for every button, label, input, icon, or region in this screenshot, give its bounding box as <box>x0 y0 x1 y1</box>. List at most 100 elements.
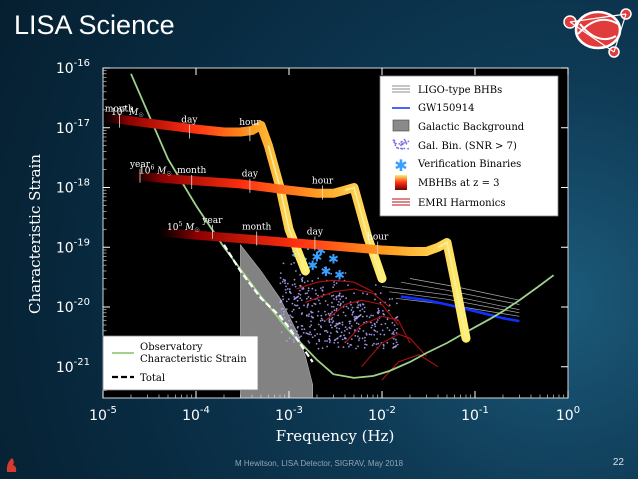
galactic-binaries-cloud <box>279 254 399 350</box>
galactic-binary-point <box>353 316 356 318</box>
galactic-binary-point <box>298 307 301 309</box>
legend-dot <box>407 147 409 150</box>
galactic-binary-point <box>314 334 316 337</box>
galactic-binary-point <box>388 298 391 301</box>
emri-harmonic-line <box>344 315 411 344</box>
legend-label-ligo: LIGO-type BHBs <box>418 85 502 96</box>
galactic-binary-point <box>282 307 284 310</box>
galactic-binary-point <box>332 286 335 289</box>
galactic-binary-point <box>301 328 303 331</box>
galactic-binary-point <box>307 296 310 298</box>
galactic-binary-point <box>392 342 395 345</box>
galactic-binary-point <box>306 292 308 295</box>
galactic-binary-point <box>285 340 288 342</box>
galactic-binary-point <box>326 304 329 306</box>
galactic-binary-point <box>388 329 391 332</box>
galactic-binary-point <box>307 315 310 317</box>
galactic-binary-point <box>345 305 348 308</box>
legend-label-mbhb: MBHBs at z = 3 <box>418 178 500 189</box>
legend-top: LIGO-type BHBs GW150914 Galactic Backgro… <box>379 75 559 217</box>
verification-binary-star-icon: ✱ <box>321 265 332 280</box>
galactic-binary-point <box>365 333 368 336</box>
y-tick-label: 10-20 <box>56 297 90 316</box>
galactic-binary-point <box>299 297 302 299</box>
galactic-binary-point <box>314 303 317 306</box>
galactic-binary-point <box>284 282 286 285</box>
galactic-binary-point <box>326 345 328 348</box>
galactic-binary-point <box>342 295 345 298</box>
galactic-binary-point <box>317 277 320 280</box>
galactic-binary-point <box>388 304 391 307</box>
galactic-binary-point <box>297 325 299 328</box>
galactic-binary-point <box>328 320 331 322</box>
galactic-binary-point <box>344 314 347 317</box>
galactic-binary-point <box>331 305 333 308</box>
galactic-binary-point <box>356 301 359 304</box>
galactic-binary-point <box>317 294 319 297</box>
galactic-binary-point <box>283 310 285 313</box>
galactic-binary-point <box>328 341 331 344</box>
galactic-binary-point <box>327 312 330 315</box>
emri-harmonic-line <box>360 333 427 368</box>
galactic-binary-point <box>359 314 362 316</box>
galactic-binary-point <box>310 320 312 323</box>
galactic-binary-point <box>392 333 395 336</box>
galactic-binary-point <box>282 262 285 265</box>
galactic-binary-point <box>364 343 366 346</box>
y-tick-label: 10-18 <box>56 178 90 197</box>
galactic-binary-point <box>301 312 303 314</box>
galactic-binary-point <box>293 296 296 298</box>
galactic-binary-point <box>339 304 342 307</box>
galactic-binary-point <box>318 299 320 302</box>
galactic-binary-point <box>285 300 288 303</box>
galactic-binary-point <box>324 310 326 313</box>
galactic-binary-point <box>326 331 329 334</box>
galactic-binary-point <box>311 280 314 282</box>
galactic-binary-point <box>330 332 332 334</box>
galactic-binary-point <box>365 332 368 335</box>
legend-dot <box>405 141 407 144</box>
galactic-binary-point <box>357 330 360 333</box>
galactic-binary-point <box>310 311 313 314</box>
mbhb-time-label: day <box>242 170 259 180</box>
galactic-binary-point <box>345 297 347 300</box>
galactic-binary-point <box>350 303 352 306</box>
total-curve <box>223 244 314 363</box>
galactic-binary-point <box>281 280 284 283</box>
slide-title: LISA Science <box>14 10 175 40</box>
galactic-binary-point <box>340 295 343 298</box>
galactic-binary-point <box>346 342 349 345</box>
galactic-binary-point <box>311 287 314 290</box>
galactic-binary-point <box>350 344 352 346</box>
galactic-binary-point <box>379 333 382 336</box>
galactic-binary-point <box>341 338 344 341</box>
galactic-binary-point <box>338 294 341 297</box>
galactic-binary-point <box>370 333 373 336</box>
galactic-binary-point <box>307 340 310 342</box>
legend-dot <box>407 140 410 143</box>
galactic-binary-point <box>300 278 303 281</box>
galactic-binary-point <box>280 308 283 310</box>
galactic-binary-point <box>316 314 319 317</box>
galactic-binary-point <box>376 331 379 333</box>
galactic-binary-point <box>335 327 338 329</box>
galactic-binary-point <box>295 270 297 272</box>
galactic-binary-point <box>290 263 293 265</box>
galactic-binary-point <box>370 314 372 317</box>
galactic-binary-point <box>287 298 290 301</box>
galactic-binary-point <box>371 344 374 347</box>
galactic-binary-point <box>361 337 364 340</box>
emri-harmonic-line <box>296 279 374 293</box>
galactic-binary-point <box>305 332 308 335</box>
galactic-binary-point <box>288 337 291 339</box>
galactic-binary-point <box>355 315 358 318</box>
legend-marker-verification-star-icon: ✱ <box>394 156 407 175</box>
ligo-bhb-line <box>389 291 520 314</box>
galactic-binary-point <box>324 300 327 302</box>
galactic-binary-point <box>368 333 371 336</box>
legend-label-sensitivity-line2: Characteristic Strain <box>140 354 247 365</box>
galactic-binary-point <box>317 323 320 326</box>
legend-label-sensitivity-line1: Observatory <box>140 342 203 353</box>
galactic-binary-point <box>380 323 383 326</box>
legend-dot <box>404 140 407 142</box>
